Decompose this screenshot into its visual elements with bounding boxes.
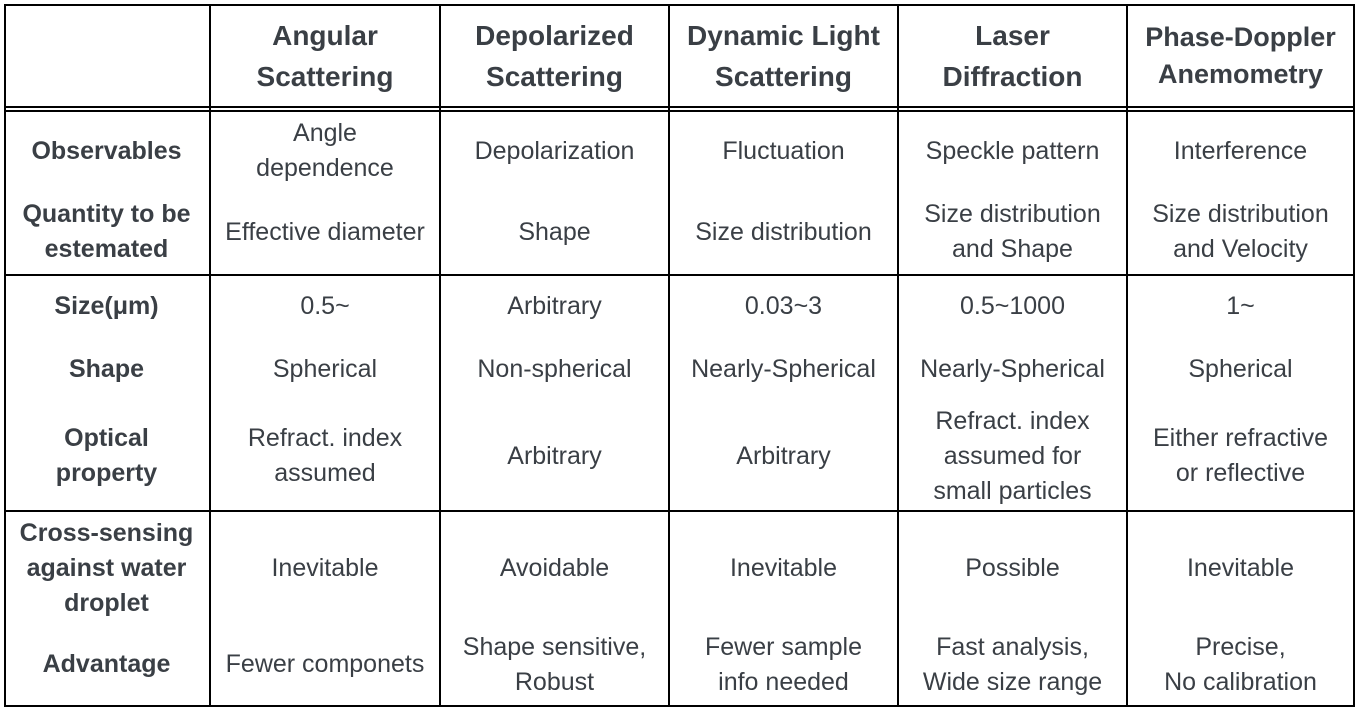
table-cell: Size distribution: [695, 217, 872, 246]
table-cell: 0.03~3: [744, 291, 823, 320]
table-cell: Nearly-Spherical: [920, 354, 1105, 383]
table-cell: Nearly-Spherical: [691, 354, 876, 383]
header-label: Laser Diffraction: [942, 20, 1083, 92]
row-label-shape: Shape: [68, 354, 145, 383]
header-label: Phase-Doppler Anemometry: [1145, 22, 1336, 89]
table-cell: Fluctuation: [722, 136, 845, 165]
group-divider: [4, 274, 1355, 276]
table-cell: Refract. index assumed for small particl…: [933, 406, 1092, 505]
table-cell: Depolarization: [474, 136, 635, 165]
table-cell: Fewer componets: [225, 650, 425, 678]
column-divider: [209, 4, 211, 707]
table-cell: Arbitrary: [736, 441, 831, 470]
table-cell: Arbitrary: [507, 441, 602, 470]
table-border-right: [1353, 4, 1355, 707]
table-cell: Spherical: [1188, 354, 1293, 383]
table-cell: Precise, No calibration: [1164, 632, 1317, 696]
table-cell: Arbitrary: [507, 291, 602, 320]
header-label: Dynamic Light Scattering: [687, 20, 880, 92]
table-cell: Non-spherical: [477, 354, 632, 383]
header-cell-laser-diffraction: Laser Diffraction: [899, 6, 1126, 106]
row-label-observables: Observables: [31, 136, 182, 165]
row-label-quantity-to-be-estimated: Quantity to be estemated: [22, 200, 191, 263]
table-cell: Inevitable: [1186, 553, 1295, 582]
header-divider: [4, 110, 1355, 112]
header-cell-phase-doppler-anemometry: Phase-Doppler Anemometry: [1128, 6, 1353, 106]
table-cell: Refract. index assumed: [247, 424, 403, 487]
table-cell: Possible: [965, 553, 1060, 582]
table-cell: Shape: [518, 217, 591, 246]
table-cell: Inevitable: [729, 553, 838, 582]
header-divider: [4, 106, 1355, 108]
table-cell: Fast analysis, Wide size range: [922, 632, 1103, 696]
column-divider: [668, 4, 670, 707]
row-label-cross-sensing: Cross-sensing against water droplet: [19, 518, 194, 617]
table-cell: Either refractive or reflective: [1152, 424, 1329, 487]
header-empty-cell: [4, 4, 209, 106]
header-cell-angular-scattering: Angular Scattering: [211, 6, 439, 106]
table-cell: Angle dependence: [256, 119, 394, 182]
table-cell: Speckle pattern: [925, 136, 1100, 165]
table-cell: Spherical: [272, 354, 378, 383]
header-cell-dynamic-light-scattering: Dynamic Light Scattering: [670, 6, 897, 106]
table-cell: 0.5~: [300, 291, 350, 320]
table-cell: Shape sensitive, Robust: [462, 632, 647, 696]
table-cell: 0.5~1000: [960, 291, 1065, 320]
column-divider: [1126, 4, 1128, 707]
table-border-left: [4, 4, 6, 707]
table-cell: Interference: [1173, 136, 1308, 165]
table-cell: Size distribution and Shape: [924, 200, 1101, 263]
table-border-top: [4, 4, 1355, 6]
header-label: Depolarized Scattering: [475, 20, 634, 92]
group-divider: [4, 510, 1355, 512]
table-cell: Effective diameter: [225, 217, 425, 246]
table-cell: 1~: [1226, 291, 1255, 320]
comparison-table: Angular Scattering Depolarized Scatterin…: [4, 4, 1355, 707]
header-label: Angular Scattering: [256, 20, 394, 92]
column-divider: [439, 4, 441, 707]
column-divider: [897, 4, 899, 707]
row-label-optical-property: Optical property: [55, 424, 158, 487]
table-border-bottom: [4, 705, 1355, 707]
row-label-advantage: Advantage: [42, 650, 171, 678]
table-cell: Fewer sample info needed: [705, 632, 862, 696]
header-cell-depolarized-scattering: Depolarized Scattering: [441, 6, 668, 106]
table-cell: Size distribution and Velocity: [1152, 200, 1329, 263]
table-cell: Avoidable: [499, 553, 610, 582]
row-label-size: Size(μm): [54, 291, 159, 320]
table-cell: Inevitable: [271, 553, 379, 582]
